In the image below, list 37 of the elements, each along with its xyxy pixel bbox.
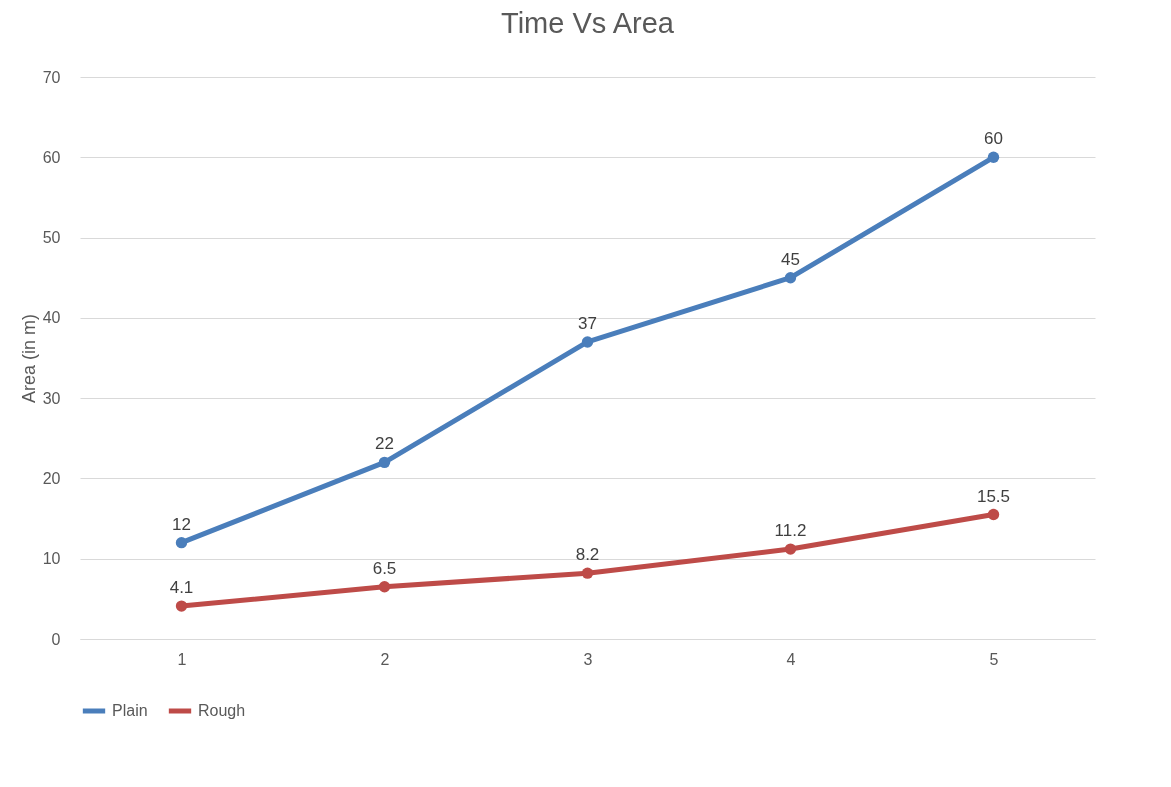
data-label: 4.1 [169,578,194,598]
point [784,543,797,555]
data-label: 60 [984,129,1003,149]
data-label: 12 [172,514,191,534]
data-label: 15.5 [976,486,1011,506]
y-axis-title: Area (in m) [18,313,39,404]
data-label: 22 [375,434,394,454]
legend-label: Rough [198,702,246,719]
data-label: 11.2 [774,521,807,541]
point [175,536,188,549]
y-tick-label: 70 [42,68,61,86]
y-tick-label: 10 [42,550,61,568]
x-tick-label: 1 [177,650,187,668]
x-tick-label: 5 [989,650,999,668]
chart-title: Time Vs Area [501,7,675,39]
y-tick-label: 20 [42,469,61,487]
x-tick-label: 2 [380,650,390,668]
point [581,336,594,348]
point [378,456,391,469]
point [987,151,1000,163]
point [378,581,391,593]
data-label: 37 [578,313,597,333]
x-tick-label: 3 [583,650,593,668]
data-label: 6.5 [372,558,397,578]
y-tick-label: 60 [42,148,61,166]
legend-label: Plain [112,702,148,719]
point [784,272,797,284]
point [175,600,188,612]
y-tick-label: 0 [51,630,61,648]
data-label: 45 [781,249,800,269]
point [581,567,594,579]
x-tick-label: 4 [786,650,796,668]
y-tick-label: 50 [42,229,61,247]
y-tick-label: 30 [42,389,61,407]
y-tick-label: 40 [42,309,61,327]
point [987,508,1000,521]
data-label: 8.2 [575,545,600,565]
